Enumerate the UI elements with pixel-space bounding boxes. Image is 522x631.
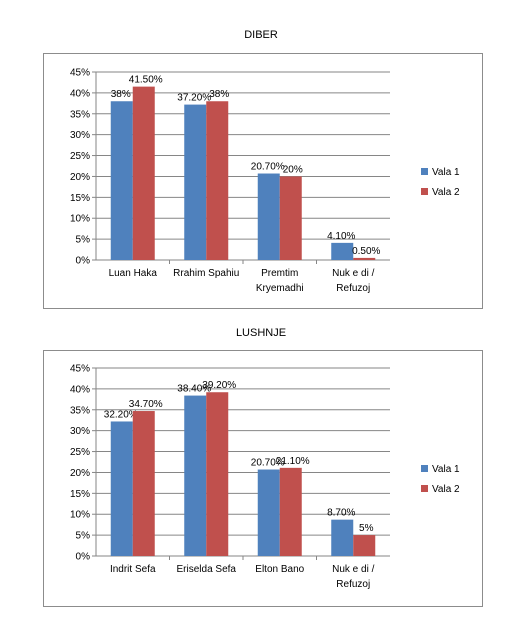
y-tick-label: 0%	[76, 256, 91, 267]
x-tick-label: Nuk e di / Refuzoj	[332, 268, 374, 294]
bar-vala2	[206, 392, 229, 556]
legend-swatch	[421, 188, 428, 195]
bar-vala2	[132, 86, 155, 260]
data-label: 20%	[283, 164, 303, 175]
data-label: 0.50%	[352, 246, 380, 257]
bar-vala1	[110, 421, 133, 556]
data-label: 4.10%	[327, 231, 355, 242]
x-tick-label: Premtim Kryemadhi	[256, 268, 304, 294]
data-label: 38%	[209, 89, 229, 100]
data-label: 34.70%	[129, 399, 163, 410]
legend-swatch	[421, 168, 428, 175]
y-tick-label: 25%	[70, 151, 90, 162]
legend-swatch	[421, 465, 428, 472]
data-label: 38.40%	[177, 384, 211, 395]
bar-vala2	[279, 176, 302, 260]
bar-vala1	[257, 469, 280, 556]
x-tick-label: Nuk e di / Refuzoj	[332, 564, 374, 590]
legend-label: Vala 2	[432, 484, 460, 495]
chart-title-diber: DIBER	[244, 29, 278, 41]
data-label: 20.70%	[251, 162, 285, 173]
legend-label: Vala 2	[432, 187, 460, 198]
bar-vala1	[257, 173, 280, 260]
bar-vala1	[184, 395, 207, 556]
legend-label: Vala 1	[432, 167, 460, 178]
x-tick-label: Indrit Sefa	[110, 564, 156, 575]
data-label: 32.20%	[104, 409, 138, 420]
data-label: 20.70%	[251, 458, 285, 469]
bar-vala2	[353, 535, 376, 556]
y-tick-label: 40%	[70, 384, 90, 395]
chart-lushnje: 0% 5% 10% 15% 20% 25% 30% 35% 40% 45% 32.20% 34.70%…	[43, 350, 483, 607]
y-tick-label: 15%	[70, 193, 90, 204]
bar-vala2	[132, 411, 155, 556]
y-tick-label: 10%	[70, 510, 90, 521]
legend-label: Vala 1	[432, 464, 460, 475]
data-label: 39.20%	[202, 380, 236, 391]
bar-vala1	[184, 104, 207, 260]
y-tick-label: 40%	[70, 88, 90, 99]
data-label: 21.10%	[276, 456, 310, 467]
y-tick-label: 5%	[76, 531, 91, 542]
bar-vala2	[279, 467, 302, 556]
bar-vala1	[331, 519, 354, 556]
y-tick-label: 35%	[70, 405, 90, 416]
y-tick-label: 20%	[70, 172, 90, 183]
chart-diber: 0% 5% 10% 15% 20% 25% 30% 35% 40% 45% 38% 41.50% Lua…	[43, 53, 483, 309]
x-tick-label: Elton Bano	[255, 564, 304, 575]
y-tick-label: 20%	[70, 468, 90, 479]
y-tick-label: 25%	[70, 447, 90, 458]
bar-vala2	[353, 257, 376, 260]
y-tick-label: 45%	[70, 68, 90, 79]
data-label: 37.20%	[177, 93, 211, 104]
bar-vala1	[331, 242, 354, 260]
bar-vala1	[110, 101, 133, 260]
data-label: 8.70%	[327, 508, 355, 519]
y-tick-label: 45%	[70, 364, 90, 375]
data-label: 5%	[359, 523, 374, 534]
data-label: 38%	[111, 89, 131, 100]
chart-svg-diber: 0% 5% 10% 15% 20% 25% 30% 35% 40% 45% 38% 41.50% Lua…	[70, 68, 460, 295]
data-label: 41.50%	[129, 75, 163, 86]
y-tick-label: 0%	[76, 552, 91, 563]
y-tick-label: 35%	[70, 109, 90, 120]
y-tick-label: 10%	[70, 214, 90, 225]
bar-vala2	[206, 101, 229, 260]
legend-swatch	[421, 485, 428, 492]
x-tick-label: Rrahim Spahiu	[173, 268, 239, 279]
x-tick-label: Luan Haka	[109, 268, 158, 279]
chart-svg-lushnje: 0% 5% 10% 15% 20% 25% 30% 35% 40% 45% 32.20%34.70%…	[70, 364, 460, 591]
x-tick-label: Eriselda Sefa	[177, 564, 237, 575]
y-tick-label: 5%	[76, 235, 91, 246]
y-tick-label: 30%	[70, 426, 90, 437]
y-tick-label: 30%	[70, 130, 90, 141]
chart-title-lushnje: LUSHNJE	[235, 327, 287, 339]
y-tick-label: 15%	[70, 489, 90, 500]
